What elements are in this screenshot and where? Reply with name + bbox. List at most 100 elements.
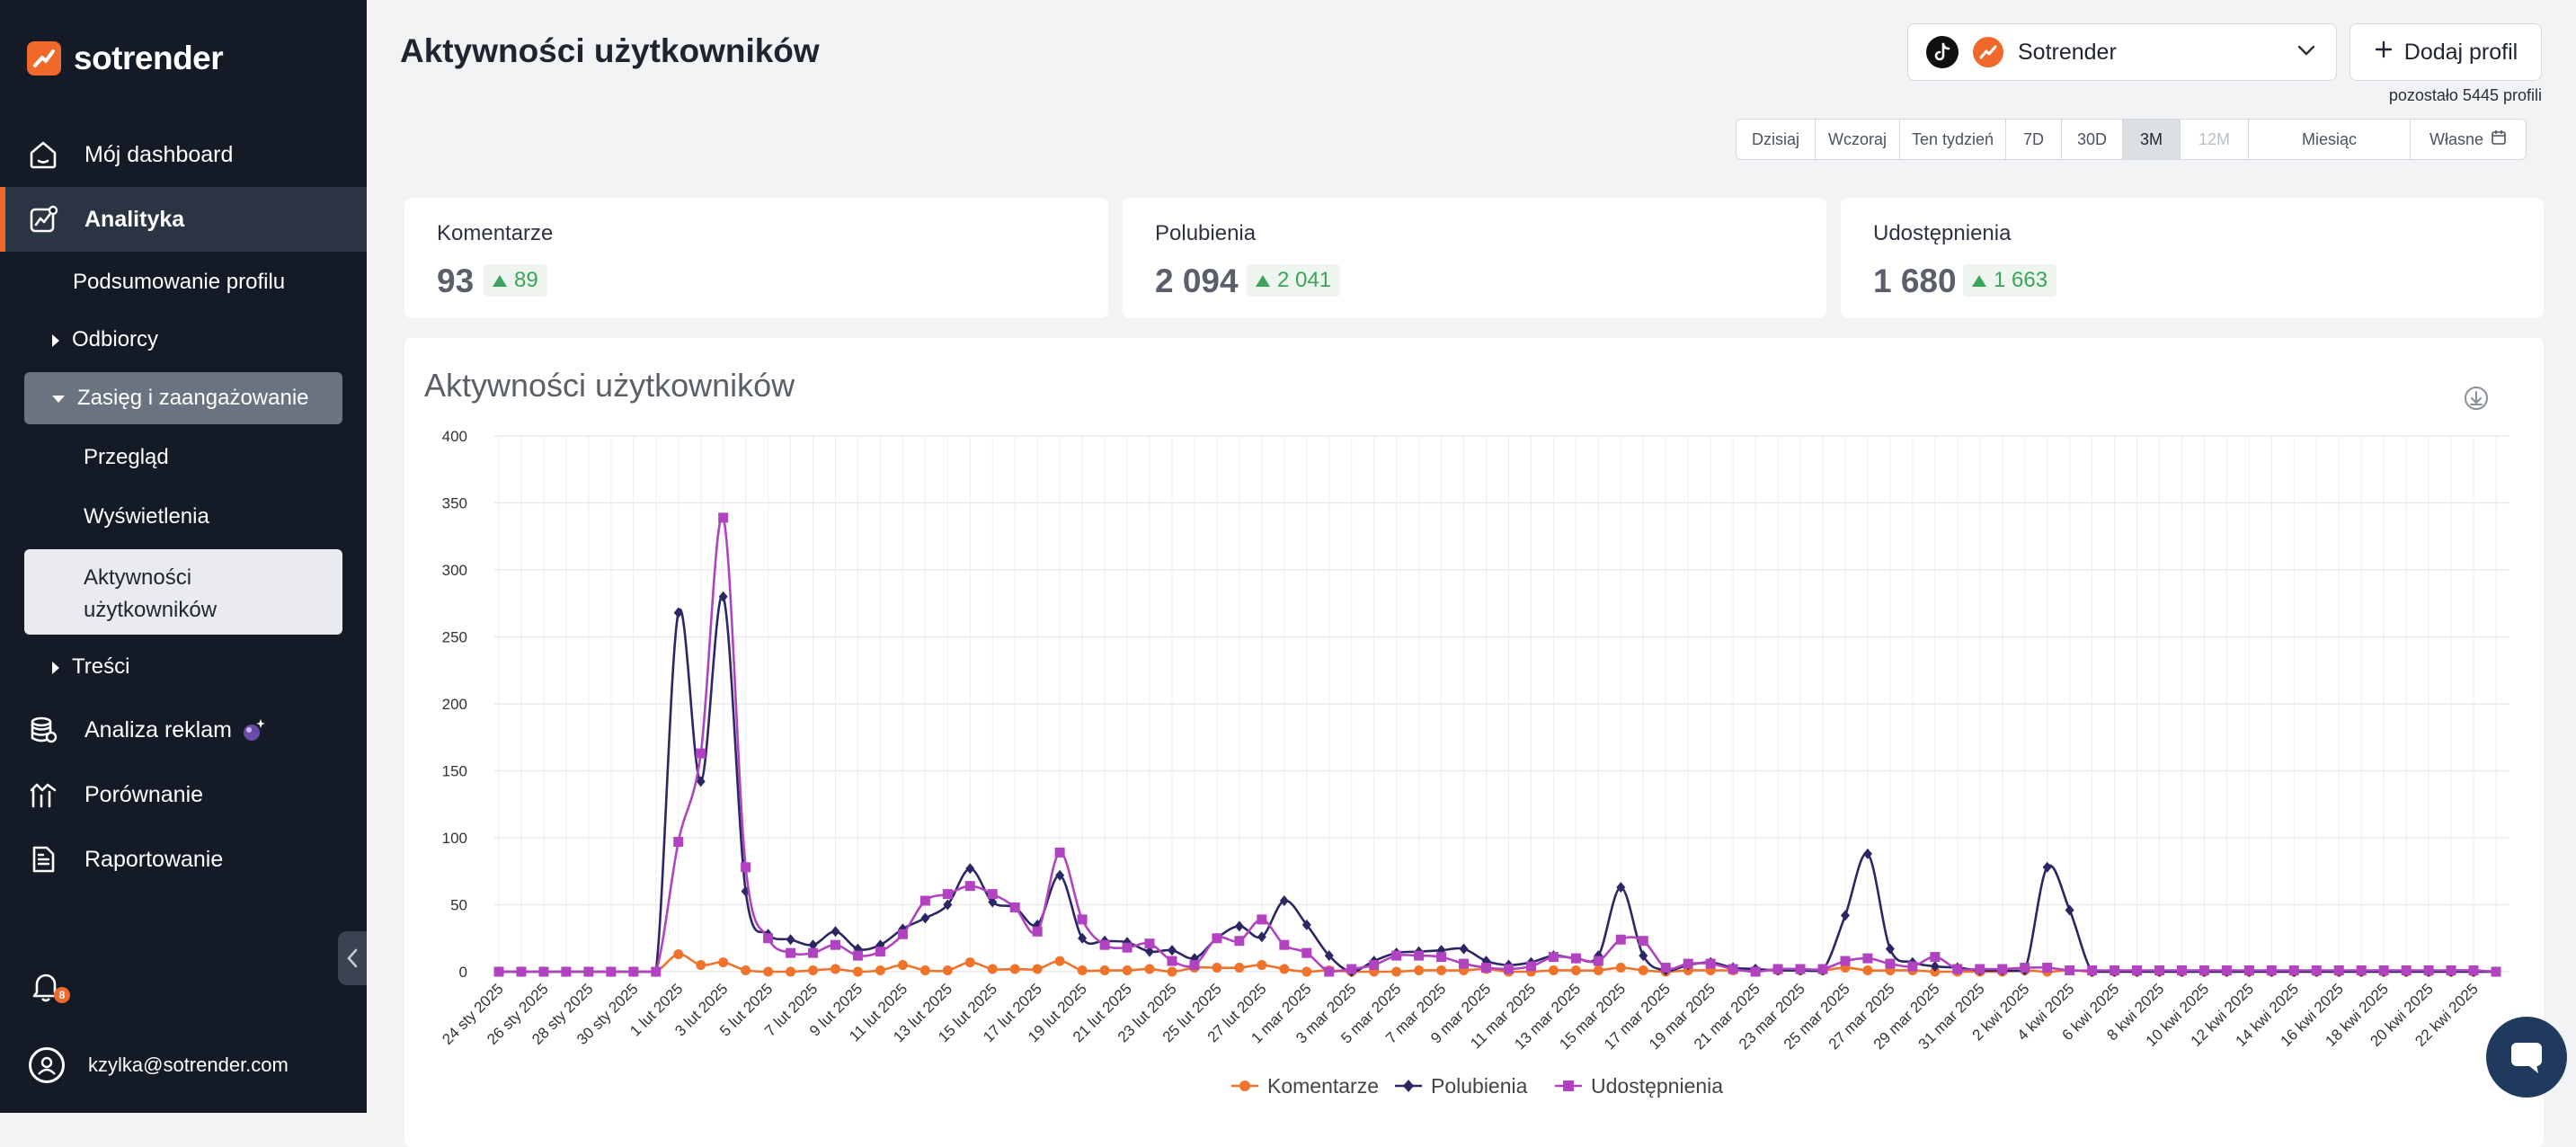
y-tick-label: 50 <box>450 897 467 914</box>
data-point <box>1862 965 1873 976</box>
data-point <box>1862 953 1873 964</box>
data-point <box>538 966 549 977</box>
sidebar-item-compare[interactable]: Porównanie <box>0 762 367 827</box>
kpi-value: 2 094 <box>1155 262 1239 299</box>
range-30d[interactable]: 30D <box>2062 120 2123 159</box>
data-point <box>1616 882 1626 894</box>
sidebar-sub-activity[interactable]: Aktywności użytkowników <box>24 549 342 635</box>
data-point <box>1279 964 1290 974</box>
sidebar-sub-profile-summary[interactable]: Podsumowanie profilu <box>73 270 285 295</box>
kpi-shares: Udostępnienia 1 680 1 663 <box>1841 198 2544 318</box>
data-point <box>786 934 795 946</box>
data-point <box>2132 965 2143 976</box>
data-point <box>1772 964 1783 974</box>
data-point <box>2446 965 2456 976</box>
range-custom[interactable]: Własne <box>2411 120 2526 159</box>
range-7d[interactable]: 7D <box>2006 120 2062 159</box>
kpi-delta: 2 041 <box>1247 264 1341 297</box>
range-12m: 12M <box>2181 120 2249 159</box>
data-point <box>718 957 729 968</box>
caret-down-icon <box>52 395 65 403</box>
date-range-selector: Dzisiaj Wczoraj Ten tydzień 7D 30D 3M 12… <box>1736 119 2527 160</box>
data-point <box>897 960 908 971</box>
data-point <box>1795 964 1806 974</box>
data-point <box>1144 964 1155 974</box>
sidebar-sub-audience[interactable]: Odbiorcy <box>52 327 158 352</box>
sidebar-collapse-button[interactable] <box>338 931 367 985</box>
data-point <box>1593 965 1603 976</box>
sidebar-item-dashboard[interactable]: Mój dashboard <box>0 122 367 187</box>
sub-label: Aktywności <box>84 565 192 590</box>
data-point <box>1593 956 1603 966</box>
data-point <box>808 947 819 958</box>
range-yesterday[interactable]: Wczoraj <box>1816 120 1900 159</box>
y-tick-label: 150 <box>442 763 467 780</box>
data-point <box>1257 960 1267 971</box>
sidebar-sub-overview[interactable]: Przegląd <box>84 445 169 470</box>
kpi-comments: Komentarze 93 89 <box>404 198 1108 318</box>
add-profile-label: Dodaj profil <box>2403 39 2518 65</box>
data-point <box>1997 964 2008 974</box>
y-tick-label: 250 <box>442 629 467 646</box>
data-point <box>2423 965 2434 976</box>
sidebar-sub-content[interactable]: Treści <box>52 654 129 680</box>
data-point <box>964 957 975 968</box>
range-label: Własne <box>2429 129 2484 148</box>
data-point <box>1167 956 1177 966</box>
data-point <box>1907 961 1918 972</box>
data-point <box>1459 943 1469 955</box>
data-point <box>2356 965 2367 976</box>
sub-label: Podsumowanie profilu <box>73 270 286 294</box>
sidebar-sub-reach-box[interactable] <box>24 372 342 424</box>
sidebar-item-analytics[interactable]: Analityka <box>0 187 367 252</box>
data-point <box>786 947 796 958</box>
database-icon <box>25 712 61 748</box>
data-point <box>2154 965 2165 976</box>
range-label: Miesiąc <box>2301 129 2357 148</box>
user-account[interactable]: kzylka@sotrender.com <box>29 1047 289 1083</box>
sub-label: Zasięg i zaangażowanie <box>77 386 309 410</box>
data-point <box>1615 963 1626 974</box>
data-point <box>1414 965 1425 976</box>
data-point <box>1099 965 1110 976</box>
data-point <box>1279 895 1289 907</box>
chevron-down-icon <box>2296 44 2316 61</box>
range-today[interactable]: Dzisiaj <box>1737 120 1816 159</box>
range-this-week[interactable]: Ten tydzień <box>1900 120 2006 159</box>
profile-select[interactable]: Sotrender <box>1907 23 2337 81</box>
data-point <box>696 960 706 971</box>
sidebar-sub-reach[interactable]: Zasięg i zaangażowanie <box>52 386 309 411</box>
sidebar-sub-views[interactable]: Wyświetlenia <box>84 504 209 529</box>
y-tick-label: 300 <box>442 562 467 579</box>
chart-card: Aktywności użytkowników 0 50 100 150 200 250 3… <box>404 338 2544 1147</box>
kpi-delta: 1 663 <box>1963 264 2057 297</box>
range-label: Ten tydzień <box>1911 129 1994 148</box>
range-label: 3M <box>2139 129 2163 148</box>
brand-logo[interactable]: sotrender <box>27 40 224 77</box>
sidebar-item-ad-analysis[interactable]: Analiza reklam <box>0 698 367 762</box>
add-profile-button[interactable]: Dodaj profil <box>2349 23 2542 81</box>
data-point <box>988 896 998 908</box>
range-3m[interactable]: 3M <box>2123 120 2181 159</box>
home-icon <box>25 137 61 173</box>
data-point <box>1369 960 1380 971</box>
data-point <box>1257 931 1266 943</box>
sidebar-item-label: Analiza reklam <box>84 716 232 742</box>
data-point <box>2198 965 2209 976</box>
chat-button[interactable] <box>2486 1017 2567 1098</box>
data-point <box>1009 964 1020 974</box>
data-point <box>1301 947 1312 958</box>
data-point <box>1391 950 1402 961</box>
data-point <box>2020 963 2030 974</box>
analytics-icon <box>25 201 61 237</box>
range-month[interactable]: Miesiąc <box>2249 120 2411 159</box>
kpi-delta: 89 <box>484 264 547 297</box>
data-point <box>493 966 504 977</box>
compare-icon <box>25 777 61 813</box>
sidebar-item-reports[interactable]: Raportowanie <box>0 827 367 892</box>
data-point <box>1167 945 1177 956</box>
download-icon[interactable] <box>2463 385 2490 412</box>
data-point <box>1728 964 1738 974</box>
data-point <box>942 965 953 976</box>
